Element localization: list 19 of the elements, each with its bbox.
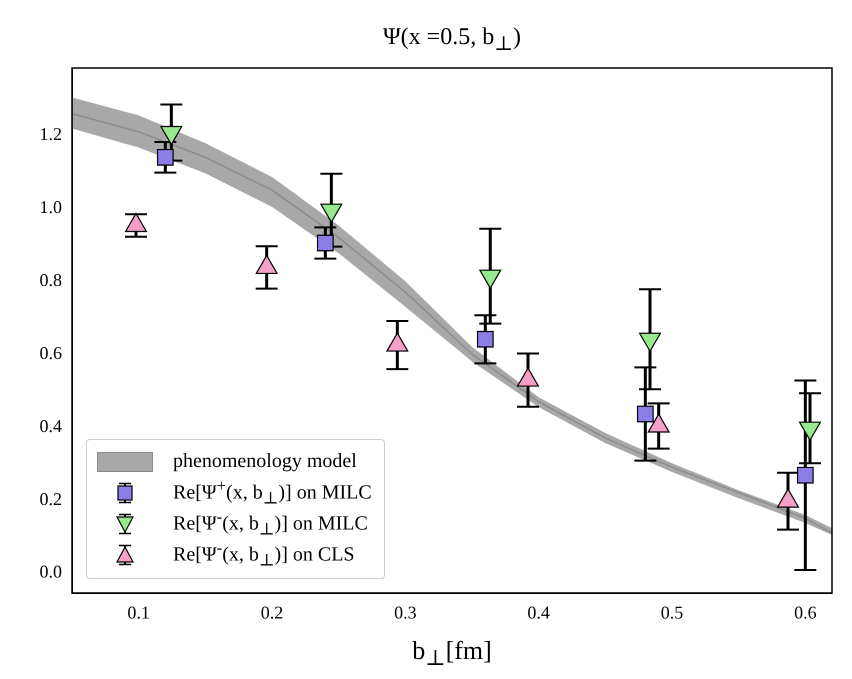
legend-label: Re[Ψ$^{-}$(x, b$_{⊥}$)] on MILC <box>173 507 368 540</box>
y-tick-label: 0.0 <box>40 562 62 582</box>
legend-label: Re[Ψ$^{+}$(x, b$_{⊥}$)] on MILC <box>173 476 372 509</box>
legend-label: phenomenology model <box>173 450 357 473</box>
x-axis-title: b$_{⊥}$[fm] <box>411 636 493 672</box>
y-tick-label: 0.4 <box>40 416 62 436</box>
x-tick-label: 0.4 <box>527 602 550 623</box>
y-tick-label: 0.6 <box>40 342 62 363</box>
y-tick-label: 1.2 <box>40 124 62 144</box>
x-tick-label: 0.5 <box>660 602 684 623</box>
chart-title: Ψ(x =0.5, b$_{⊥}$) <box>382 24 522 56</box>
x-tick-label: 0.3 <box>394 602 417 623</box>
x-tick-label: 0.1 <box>127 602 150 623</box>
y-tick-label: 1.0 <box>40 197 62 218</box>
x-tick-label: 0.6 <box>794 602 817 623</box>
y-tick-label: 0.2 <box>40 488 62 509</box>
y-tick-label: 0.8 <box>40 270 62 290</box>
legend-label: Re[Ψ$^{-}$(x, b$_{⊥}$)] on CLS <box>173 538 355 571</box>
x-tick-label: 0.2 <box>260 602 284 623</box>
